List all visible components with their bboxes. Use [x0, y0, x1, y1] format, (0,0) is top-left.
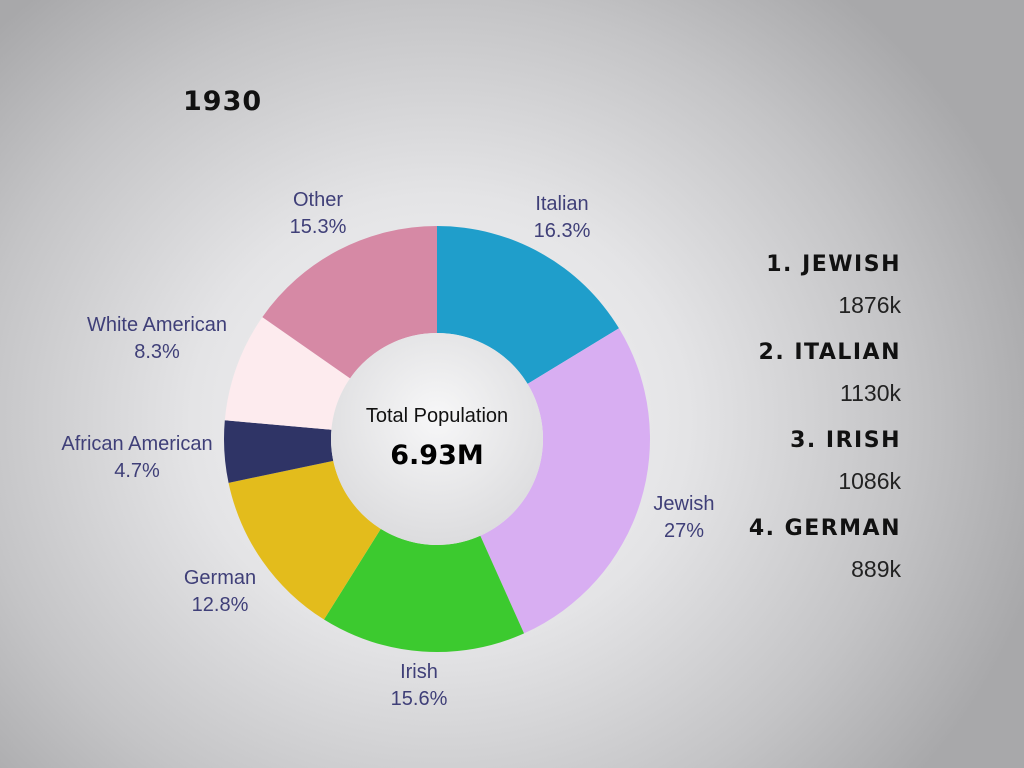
slice-jewish [480, 328, 651, 634]
slice-percent: 16.3% [534, 220, 591, 242]
center-value: 6.93M [390, 440, 484, 471]
slice-label: African American [61, 433, 212, 455]
slice-percent: 12.8% [192, 594, 249, 616]
slice-percent: 15.6% [391, 688, 448, 710]
donut-hole [331, 333, 543, 545]
ranking-item: 1. JEWISH 1876k [749, 252, 901, 324]
slice-label: Italian [535, 193, 588, 215]
center-label: Total Population [366, 405, 508, 427]
ranking-item: 4. GERMAN 889k [749, 516, 901, 588]
slice-percent: 8.3% [134, 341, 180, 363]
ranking-name: 4. GERMAN [748, 516, 901, 541]
slice-label: Other [293, 189, 343, 211]
ranking-name: 2. ITALIAN [758, 340, 901, 365]
slice-percent: 4.7% [114, 460, 160, 482]
ranking-value: 1086k [838, 468, 901, 494]
slice-german [228, 460, 381, 620]
slice-white-american [224, 317, 351, 430]
slice-italian [437, 226, 619, 384]
slice-label: White American [87, 314, 227, 336]
slice-label: German [184, 567, 256, 589]
ranking-item: 2. ITALIAN 1130k [749, 340, 901, 412]
ranking-name: 3. IRISH [790, 428, 901, 453]
slice-label: Irish [400, 661, 438, 683]
slice-irish [324, 528, 525, 653]
ranking-name: 1. JEWISH [766, 252, 901, 277]
slice-percent: 27% [664, 520, 704, 542]
chart-title: 1930 [183, 86, 263, 117]
slice-label: Jewish [653, 493, 714, 515]
ranking-value: 889k [851, 556, 901, 582]
ranking-value: 1130k [840, 380, 901, 406]
slice-african-american [224, 420, 334, 483]
slice-other [262, 226, 437, 379]
ranking-item: 3. IRISH 1086k [749, 428, 901, 500]
ranking-value: 1876k [838, 292, 901, 318]
ranking-list: 1. JEWISH 1876k 2. ITALIAN 1130k 3. IRIS… [749, 252, 901, 604]
slice-percent: 15.3% [290, 216, 347, 238]
